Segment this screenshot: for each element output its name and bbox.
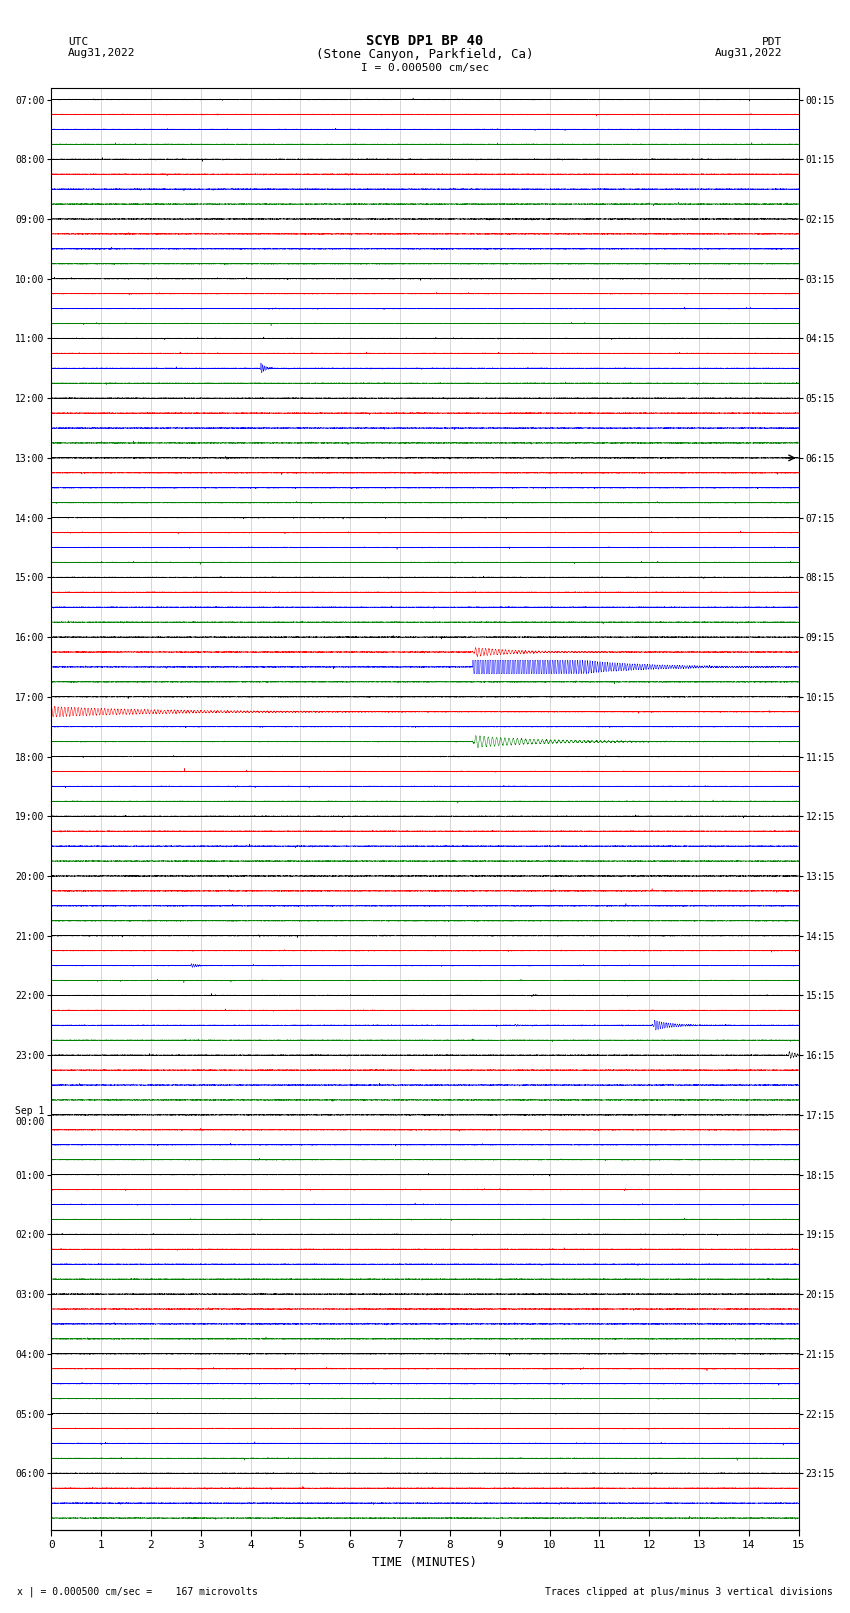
Text: Traces clipped at plus/minus 3 vertical divisions: Traces clipped at plus/minus 3 vertical … <box>545 1587 833 1597</box>
Text: I = 0.000500 cm/sec: I = 0.000500 cm/sec <box>361 63 489 73</box>
Text: Aug31,2022: Aug31,2022 <box>715 48 782 58</box>
Text: x | = 0.000500 cm/sec =    167 microvolts: x | = 0.000500 cm/sec = 167 microvolts <box>17 1586 258 1597</box>
X-axis label: TIME (MINUTES): TIME (MINUTES) <box>372 1557 478 1569</box>
Text: PDT: PDT <box>762 37 782 47</box>
Text: UTC: UTC <box>68 37 88 47</box>
Text: (Stone Canyon, Parkfield, Ca): (Stone Canyon, Parkfield, Ca) <box>316 48 534 61</box>
Text: Aug31,2022: Aug31,2022 <box>68 48 135 58</box>
Text: SCYB DP1 BP 40: SCYB DP1 BP 40 <box>366 34 484 48</box>
